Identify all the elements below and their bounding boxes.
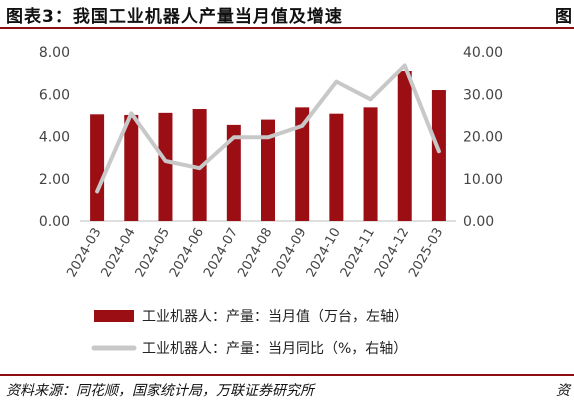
legend-swatch-bar [94, 310, 134, 322]
y-left-tick-label: 4.00 [39, 130, 70, 146]
source-note: 资料来源：同花顺，国家统计局，万联证券研究所 [6, 383, 314, 399]
y-right-tick-label: 0.00 [463, 214, 494, 230]
bar-series [90, 71, 446, 222]
next-figure-title-fragment: 图 [555, 7, 572, 27]
bar [90, 114, 105, 221]
bar [295, 107, 310, 221]
y-left-tick-label: 6.00 [39, 87, 70, 103]
bar [329, 113, 344, 221]
bar [397, 71, 412, 221]
legend: 工业机器人：产量：当月值（万台，左轴） 工业机器人：产量：当月同比（%，右轴） [91, 309, 408, 357]
y-axis-left: 0.00 2.00 4.00 6.00 8.00 [39, 45, 70, 230]
y-right-tick-label: 10.00 [463, 172, 503, 188]
bar [363, 107, 378, 221]
x-axis: 2024-032024-042024-052024-062024-072024-… [64, 225, 446, 280]
bar [226, 124, 241, 221]
bar [431, 90, 446, 222]
y-right-tick-label: 30.00 [463, 87, 503, 103]
bar [158, 112, 173, 221]
y-left-tick-label: 2.00 [39, 172, 70, 188]
bar [261, 119, 275, 221]
next-source-fragment: 资 [556, 383, 570, 399]
bar [192, 109, 207, 221]
y-right-tick-label: 40.00 [463, 45, 503, 61]
source-bar: 资料来源：同花顺，国家统计局，万联证券研究所 资 [0, 374, 574, 403]
line-series [95, 63, 441, 194]
y-left-tick-label: 8.00 [39, 45, 70, 61]
legend-label-bar: 工业机器人：产量：当月值（万台，左轴） [142, 309, 408, 325]
figure-title: 图表3：我国工业机器人产量当月值及增速 [6, 7, 343, 27]
legend-label-line: 工业机器人：产量：当月同比（%，右轴） [142, 341, 407, 357]
x-tick-label: 2025-03 [406, 226, 446, 281]
bar [124, 114, 139, 221]
y-axis-right: 0.00 10.00 20.00 30.00 40.00 [463, 45, 503, 230]
figure-title-bar: 图表3：我国工业机器人产量当月值及增速 图 [0, 0, 574, 29]
y-left-tick-label: 0.00 [39, 214, 70, 230]
y-right-tick-label: 20.00 [463, 130, 503, 146]
